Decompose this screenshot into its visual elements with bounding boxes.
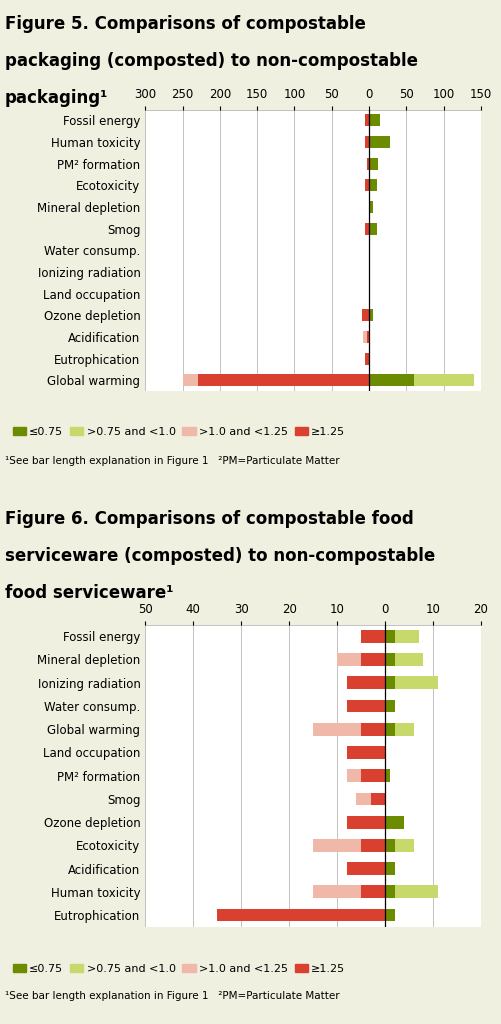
Bar [414,375,473,386]
Bar [361,630,385,643]
Bar [356,793,371,805]
Bar [395,653,423,666]
Bar [217,908,385,922]
Bar [365,115,369,126]
Bar [361,839,385,852]
Bar [369,375,414,386]
Bar [395,839,414,852]
Bar [369,158,378,170]
Bar [347,862,385,876]
Text: packaging¹: packaging¹ [5,89,108,108]
Bar [385,699,395,713]
Bar [369,309,373,322]
Bar [337,653,361,666]
Bar [197,375,369,386]
Text: ¹See bar length explanation in Figure 1   ²PM=Particulate Matter: ¹See bar length explanation in Figure 1 … [5,456,340,466]
Legend: ≤0.75, >0.75 and <1.0, >1.0 and <1.25, ≥1.25: ≤0.75, >0.75 and <1.0, >1.0 and <1.25, ≥… [8,959,350,978]
Text: Figure 6. Comparisons of compostable food: Figure 6. Comparisons of compostable foo… [5,510,414,528]
Bar [347,816,385,828]
Bar [182,375,197,386]
Bar [385,630,395,643]
Bar [361,723,385,735]
Bar [385,908,395,922]
Bar [347,769,361,782]
Bar [395,676,438,689]
Bar [365,352,369,365]
Bar [313,839,361,852]
Bar [361,653,385,666]
Bar [395,630,419,643]
Bar [347,746,385,759]
Bar [347,676,385,689]
Bar [362,309,369,322]
Bar [385,653,395,666]
Bar [395,886,438,898]
Text: packaging (composted) to non-compostable: packaging (composted) to non-compostable [5,52,418,71]
Bar [365,223,369,234]
Text: ¹See bar length explanation in Figure 1   ²PM=Particulate Matter: ¹See bar length explanation in Figure 1 … [5,991,340,1001]
Bar [369,179,377,191]
Bar [367,158,369,170]
Bar [369,136,390,148]
Bar [369,223,377,234]
Bar [361,886,385,898]
Bar [385,723,395,735]
Bar [369,115,380,126]
Bar [371,793,385,805]
Bar [361,769,385,782]
Text: food serviceware¹: food serviceware¹ [5,584,173,602]
Text: Figure 5. Comparisons of compostable: Figure 5. Comparisons of compostable [5,15,366,34]
Bar [385,839,395,852]
Bar [385,769,390,782]
Bar [395,723,414,735]
Legend: ≤0.75, >0.75 and <1.0, >1.0 and <1.25, ≥1.25: ≤0.75, >0.75 and <1.0, >1.0 and <1.25, ≥… [8,422,350,441]
Bar [385,862,395,876]
Bar [367,331,369,343]
Bar [385,886,395,898]
Bar [313,723,361,735]
Bar [363,331,367,343]
Bar [365,179,369,191]
Bar [347,699,385,713]
Bar [385,676,395,689]
Bar [365,136,369,148]
Bar [313,886,361,898]
Text: serviceware (composted) to non-compostable: serviceware (composted) to non-compostab… [5,547,435,565]
Bar [369,201,373,213]
Bar [385,816,404,828]
